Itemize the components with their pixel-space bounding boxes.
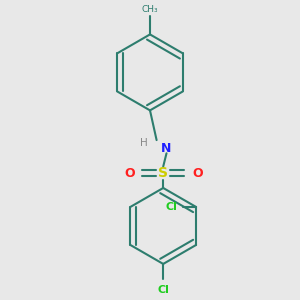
Text: Cl: Cl xyxy=(165,202,177,212)
Text: H: H xyxy=(140,138,147,148)
Text: N: N xyxy=(161,142,172,155)
Text: S: S xyxy=(158,166,168,180)
Text: Cl: Cl xyxy=(157,285,169,296)
Text: CH₃: CH₃ xyxy=(142,4,158,14)
Text: O: O xyxy=(192,167,202,180)
Text: O: O xyxy=(124,167,134,180)
